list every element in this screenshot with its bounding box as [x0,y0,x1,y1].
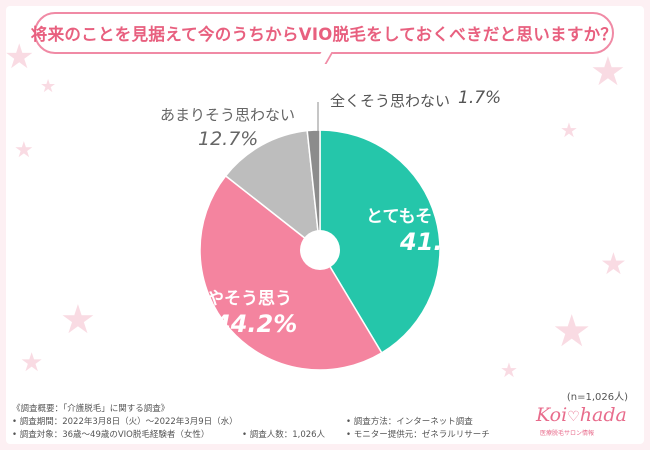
decor-star-icon: ★ [600,247,627,282]
pie-slice-3 [306,129,321,251]
footer-count: • 調査人数：1,026人 [242,430,326,440]
pie-slice-1 [199,174,383,371]
brand-logo: Koi♡hada [536,404,627,426]
label-category-notatall: 全くそう思わない [330,92,451,110]
decor-star-icon: ★ [60,297,96,343]
pie-slice-0 [319,129,441,354]
decor-star-icon: ★ [40,76,57,97]
decor-star-icon: ★ [560,118,578,142]
footer-period: • 調査期間：2022年3月8日（火）〜2022年3月9日（水） [12,417,238,427]
label-category-notmuch: あまりそう思わない [160,106,296,124]
footer-target: • 調査対象：36歳〜49歳のVIO脱毛経験者（女性） [12,430,210,440]
logo-text-a: Koi [536,404,568,426]
chart-title: 将来のことを見据えて今のうちからVIO脱毛をしておくべきだと思いますか？ [30,25,618,44]
label-value-very: 41.4% [400,228,484,256]
decor-star-icon: ★ [590,49,626,95]
pie-slice-2 [224,129,321,252]
decor-star-icon: ★ [552,306,592,357]
question-bubble: 将来のことを見据えて今のうちからVIO脱毛をしておくべきだと思いますか？ [30,12,618,54]
decor-star-icon: ★ [4,37,35,77]
footer-provider: • モニター提供元：ゼネラルリサーチ [346,430,490,440]
sample-size-note: (n=1,026人) [566,392,628,403]
decor-star-icon: ★ [20,348,44,378]
footer-overview: 《調査概要：「介護脱毛」に関する調査》 [12,404,170,414]
donut-hole [300,230,340,270]
footer-method: • 調査方法：インターネット調査 [346,417,473,427]
logo-subtitle: 医療脱毛サロン情報 [540,430,595,437]
label-value-notatall: 1.7% [458,88,502,108]
heart-icon: ♡ [567,409,580,425]
label-category-somewhat: ややそう思う [190,289,292,309]
label-value-notmuch: 12.7% [198,128,259,150]
label-value-somewhat: 44.2% [214,310,298,338]
decor-star-icon: ★ [14,138,34,163]
logo-text-b: hada [579,404,627,426]
label-category-very: とてもそう思う [366,207,484,227]
decor-star-icon: ★ [500,358,518,382]
